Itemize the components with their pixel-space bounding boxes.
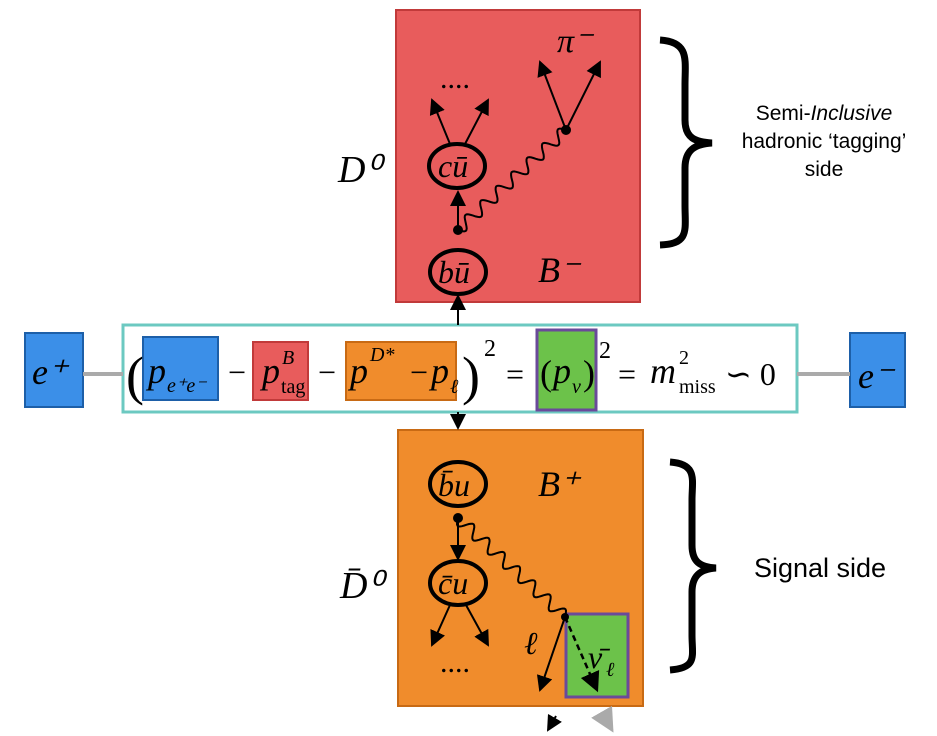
particle-sub: ℓ — [606, 659, 615, 681]
annotation: hadronic ‘tagging’ — [742, 130, 907, 153]
quark-label: bū — [438, 254, 470, 290]
annotation-part: Semi- — [756, 102, 811, 125]
eq-symbol: p — [347, 351, 368, 391]
meson-label: D̄⁰ — [339, 565, 387, 607]
eq-sup: 2 — [484, 336, 496, 362]
meson-label: D⁰ — [337, 149, 385, 191]
brace — [670, 462, 716, 670]
eq-sub: ℓ — [450, 376, 459, 398]
eq-symbol: p — [145, 351, 166, 391]
eq-op: − — [410, 354, 428, 390]
eq-paren: ( — [126, 346, 144, 406]
eq-op: = — [618, 356, 636, 392]
eq-symbol: m — [650, 351, 676, 391]
particle-label: π⁻ — [557, 23, 595, 60]
eq-sub: e⁺e⁻ — [167, 375, 207, 397]
annotation-part: Inclusive — [811, 102, 893, 125]
eq-op: − — [318, 354, 336, 390]
eq-sup: B — [282, 347, 294, 369]
arrow — [604, 716, 612, 730]
annotation: side — [805, 158, 844, 181]
quark-label: cū — [438, 148, 468, 184]
brace — [660, 40, 712, 245]
meson-label: B⁻ — [538, 250, 582, 290]
eq-sub: ν — [572, 376, 581, 398]
eq-paren: ) — [462, 346, 480, 406]
eq-sup: 2 — [679, 347, 689, 369]
eq-sub: miss — [679, 376, 716, 398]
beam-label: e⁻ — [858, 356, 896, 396]
annotation: Semi-Inclusive — [756, 102, 893, 125]
eq-sup: D* — [369, 344, 394, 366]
annotation: Signal side — [754, 553, 886, 583]
meson-label: B⁺ — [538, 464, 582, 504]
quark-label: b̄u — [438, 467, 470, 503]
eq-paren: ) — [583, 353, 595, 393]
eq-op: − — [228, 354, 246, 390]
particle-label: ℓ — [524, 625, 538, 661]
eq-paren: ( — [540, 353, 552, 393]
eq-sub: tag — [281, 376, 305, 398]
quark-label: c̄u — [438, 565, 468, 601]
equation-box — [123, 325, 797, 412]
diagram: D⁰ B⁻ cū bū π⁻ .... D̄⁰ B⁺ b̄u c̄u ℓ ν̄ … — [0, 0, 937, 736]
page: {"tag_box": {"meson": "D⁰", "label": "B⁻… — [0, 0, 937, 736]
eq-symbol: p — [259, 351, 280, 391]
beam-label: e⁺ — [32, 352, 70, 392]
eq-sup: 2 — [599, 338, 611, 364]
eq-op: ∽ 0 — [725, 356, 776, 392]
eq-symbol: p — [428, 351, 449, 391]
dots: .... — [440, 646, 470, 679]
dots: .... — [440, 62, 470, 95]
arrow — [548, 716, 556, 730]
eq-op: = — [506, 356, 524, 392]
eq-symbol: p — [550, 351, 571, 391]
